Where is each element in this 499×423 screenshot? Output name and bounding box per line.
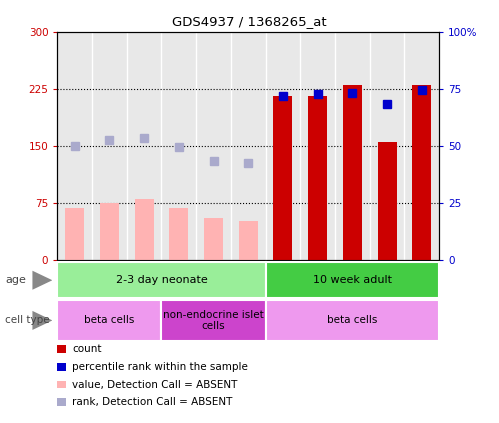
Bar: [162, 300, 265, 341]
Bar: [412, 85, 431, 260]
Bar: [239, 220, 258, 260]
Text: count: count: [72, 344, 102, 354]
Polygon shape: [32, 311, 52, 330]
Text: 2-3 day neonate: 2-3 day neonate: [116, 275, 208, 285]
Bar: [378, 142, 397, 260]
Text: non-endocrine islet
cells: non-endocrine islet cells: [163, 310, 264, 331]
Text: 10 week adult: 10 week adult: [313, 275, 392, 285]
Bar: [57, 262, 265, 298]
Text: value, Detection Call = ABSENT: value, Detection Call = ABSENT: [72, 379, 238, 390]
Text: beta cells: beta cells: [84, 316, 135, 325]
Text: beta cells: beta cells: [327, 316, 378, 325]
Bar: [265, 262, 439, 298]
Bar: [100, 203, 119, 260]
Text: age: age: [5, 275, 26, 285]
Text: rank, Detection Call = ABSENT: rank, Detection Call = ABSENT: [72, 397, 233, 407]
Polygon shape: [32, 271, 52, 290]
Bar: [273, 96, 292, 260]
Bar: [308, 96, 327, 260]
Bar: [135, 199, 154, 260]
Bar: [265, 300, 439, 341]
Bar: [65, 209, 84, 260]
Text: GDS4937 / 1368265_at: GDS4937 / 1368265_at: [172, 15, 327, 28]
Bar: [57, 300, 162, 341]
Bar: [343, 85, 362, 260]
Bar: [169, 209, 189, 260]
Text: cell type: cell type: [5, 316, 49, 325]
Text: percentile rank within the sample: percentile rank within the sample: [72, 362, 248, 372]
Bar: [204, 218, 223, 260]
